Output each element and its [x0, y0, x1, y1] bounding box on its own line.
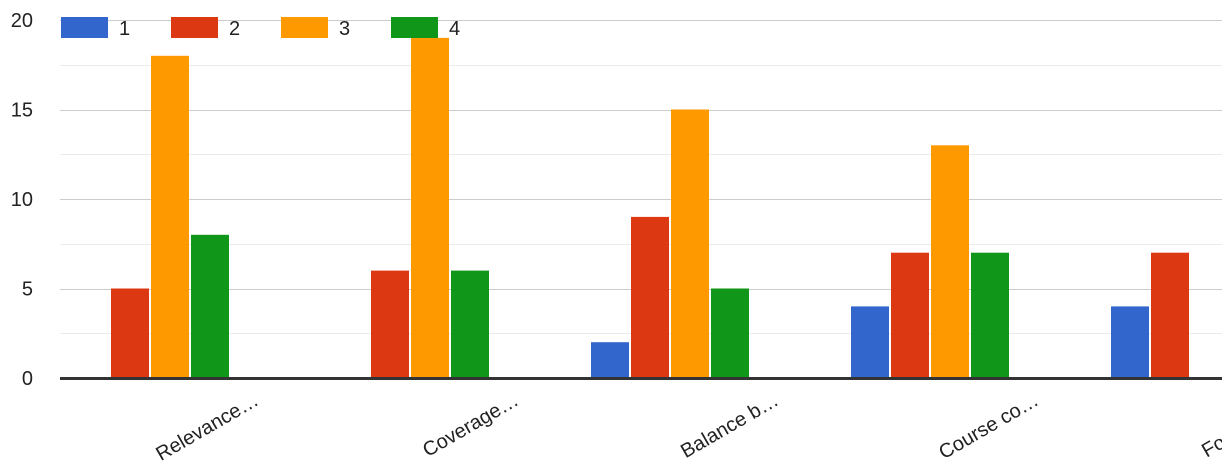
bar-series-2-category-5[interactable] [1151, 252, 1189, 378]
bar-series-1-category-5[interactable] [1111, 306, 1149, 378]
legend-label-1[interactable]: 1 [119, 18, 130, 40]
x-category-label: Focus of t… [1198, 389, 1222, 462]
bar-series-3-category-2[interactable] [411, 37, 449, 379]
legend-label-2[interactable]: 2 [229, 18, 240, 40]
bar-series-3-category-3[interactable] [671, 109, 709, 379]
bars [111, 37, 1189, 379]
x-category-label: Coverage… [419, 389, 522, 461]
y-axis: 0 5 10 15 20 [11, 10, 33, 390]
x-axis-line [60, 377, 1222, 380]
bar-series-2-category-2[interactable] [371, 270, 409, 378]
x-category-label: Course co… [935, 389, 1042, 464]
bar-series-4-category-1[interactable] [191, 234, 229, 378]
y-tick-label: 5 [22, 279, 33, 301]
bar-series-2-category-4[interactable] [891, 252, 929, 378]
bar-series-2-category-1[interactable] [111, 288, 149, 379]
x-axis: Relevance… Coverage… Balance b… Course co… F… [152, 389, 1222, 465]
bar-series-1-category-3[interactable] [591, 342, 629, 378]
legend-swatch-2[interactable] [171, 17, 218, 38]
bar-series-4-category-4[interactable] [971, 252, 1009, 378]
bar-series-4-category-2[interactable] [451, 270, 489, 378]
y-tick-label: 0 [22, 368, 33, 390]
legend-label-3[interactable]: 3 [339, 18, 350, 40]
x-category-label: Balance b… [677, 389, 782, 463]
y-tick-label: 15 [11, 100, 33, 122]
bar-series-3-category-4[interactable] [931, 145, 969, 378]
bar-series-4-category-3[interactable] [711, 288, 749, 379]
y-tick-label: 20 [11, 10, 33, 32]
legend-swatch-1[interactable] [61, 17, 108, 38]
legend-swatch-3[interactable] [281, 17, 328, 38]
bar-series-2-category-3[interactable] [631, 216, 669, 378]
bar-series-1-category-4[interactable] [851, 306, 889, 378]
legend: 1 2 3 4 [61, 17, 460, 40]
legend-label-4[interactable]: 4 [449, 18, 460, 40]
x-axis-baseline [60, 377, 1222, 380]
y-tick-label: 10 [11, 189, 33, 211]
legend-swatch-4[interactable] [391, 17, 438, 38]
bar-series-3-category-1[interactable] [151, 55, 189, 379]
x-category-label: Relevance… [152, 389, 262, 465]
